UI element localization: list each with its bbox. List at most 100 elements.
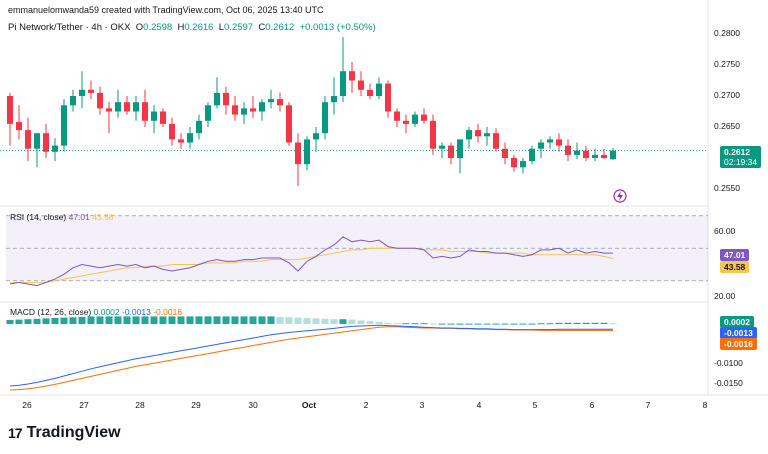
rsi-legend-value: 47.01 — [68, 212, 90, 222]
macd-histogram-bar — [321, 318, 329, 324]
tradingview-logo-mark-icon: 17 — [8, 425, 23, 441]
candle-body — [304, 139, 310, 165]
candle-body — [421, 114, 427, 121]
time-axis-tick: 8 — [702, 400, 708, 410]
macd-histogram-bar — [258, 316, 266, 324]
macd-histogram-bar — [114, 316, 122, 324]
candle-body — [430, 120, 436, 149]
candle-body — [331, 96, 337, 103]
macd-histogram-bar — [276, 316, 284, 324]
macd-histogram-bar — [519, 323, 527, 325]
macd-legend-name[interactable]: MACD (12, 26, close) — [10, 307, 92, 317]
macd-histogram-bar — [168, 316, 176, 324]
candle-body — [448, 145, 454, 158]
rsi-value-badge: 47.01 — [720, 249, 750, 261]
macd-histogram-bar — [429, 323, 437, 325]
candle-body — [142, 102, 148, 121]
macd-histogram-bar — [474, 323, 482, 325]
macd-histogram-bar — [141, 316, 149, 324]
candle-body — [583, 150, 589, 158]
attribution-header: emmanuelomwanda59 created with TradingVi… — [8, 5, 324, 15]
macd-histogram-bar — [564, 322, 572, 324]
candle-body — [556, 139, 562, 146]
candle-body — [493, 133, 499, 149]
macd-histogram-bar — [411, 323, 419, 325]
macd-histogram-bar — [285, 317, 293, 324]
time-axis-tick: 28 — [135, 400, 145, 410]
time-axis-tick: 6 — [589, 400, 595, 410]
candle-body — [268, 99, 274, 103]
macd-histogram-bar — [357, 320, 365, 324]
candle-body — [475, 130, 481, 137]
macd-legend-value: -0.0013 — [122, 307, 151, 317]
candle-body — [79, 89, 85, 96]
macd-value-badge: -0.0013 — [720, 327, 757, 339]
candle-body — [610, 150, 616, 160]
open-value: 0.2598 — [143, 22, 173, 33]
macd-hist-legend-value: 0.0002 — [93, 307, 120, 317]
macd-histogram-bar — [312, 318, 320, 324]
macd-histogram-bar — [159, 316, 167, 324]
macd-histogram-bar — [132, 316, 140, 324]
macd-histogram-bar — [339, 319, 347, 324]
macd-histogram-bar — [177, 316, 185, 324]
candle-body — [385, 83, 391, 112]
candle-body — [205, 105, 211, 121]
time-axis-tick: 2 — [363, 400, 369, 410]
candle-body — [412, 114, 418, 124]
macd-histogram-bar — [420, 323, 428, 325]
macd-histogram-bar — [591, 322, 599, 324]
candle-body — [70, 96, 76, 106]
candle-body — [16, 122, 22, 131]
macd-histogram-bar — [456, 323, 464, 325]
candle-body — [394, 111, 400, 121]
candle-body — [286, 105, 292, 143]
candle-body — [232, 105, 238, 115]
candle-body — [358, 80, 364, 90]
lightning-bolt-icon — [617, 191, 623, 201]
symbol-name[interactable]: Pi Network/Tether · 4h · OKX — [8, 22, 131, 33]
tradingview-logo-text: TradingView — [26, 424, 121, 441]
macd-histogram-bar — [600, 322, 608, 324]
macd-histogram-bar — [24, 319, 32, 324]
candle-body — [313, 133, 319, 140]
candle-body — [403, 120, 409, 124]
macd-histogram-bar — [60, 317, 68, 324]
candle-body — [259, 102, 265, 112]
price-axis-tick: 0.2750 — [714, 59, 740, 69]
rsi-legend-name[interactable]: RSI (14, close) — [10, 212, 67, 222]
candle-body — [484, 133, 490, 137]
candle-body — [592, 154, 598, 158]
time-axis-tick: 7 — [645, 400, 651, 410]
candle-body — [322, 102, 328, 134]
macd-histogram-bar — [6, 320, 14, 324]
last-price-value: 0.2612 — [724, 147, 750, 157]
macd-histogram-bar — [267, 316, 275, 324]
macd-histogram-bar — [33, 318, 41, 324]
candle-body — [439, 145, 445, 149]
candle-body — [187, 133, 193, 143]
macd-histogram-bar — [537, 323, 545, 325]
macd-axis-tick: -0.0100 — [714, 358, 743, 368]
macd-histogram-bar — [582, 322, 590, 324]
macd-histogram-bar — [384, 322, 392, 324]
macd-histogram-bar — [492, 323, 500, 325]
macd-histogram-bar — [105, 316, 113, 324]
macd-histogram-bar — [204, 316, 212, 324]
rsi-axis-tick: 20.00 — [714, 291, 736, 301]
macd-histogram-bar — [69, 317, 77, 324]
macd-histogram-bar — [402, 323, 410, 325]
macd-histogram-bar — [573, 322, 581, 324]
macd-histogram-bar — [42, 318, 50, 324]
rsi-ma-legend-value: 43.58 — [92, 212, 114, 222]
macd-hist-badge: 0.0002 — [720, 316, 754, 328]
candle-body — [529, 148, 535, 162]
candle-body — [196, 120, 202, 134]
rsi-ma-line — [10, 247, 614, 283]
rsi-ma-value-badge: 43.58 — [720, 261, 750, 273]
macd-histogram-bar — [501, 323, 509, 325]
time-axis-tick: 29 — [191, 400, 201, 410]
candle-body — [43, 133, 49, 152]
tradingview-logo[interactable]: 17 TradingView — [8, 424, 121, 442]
